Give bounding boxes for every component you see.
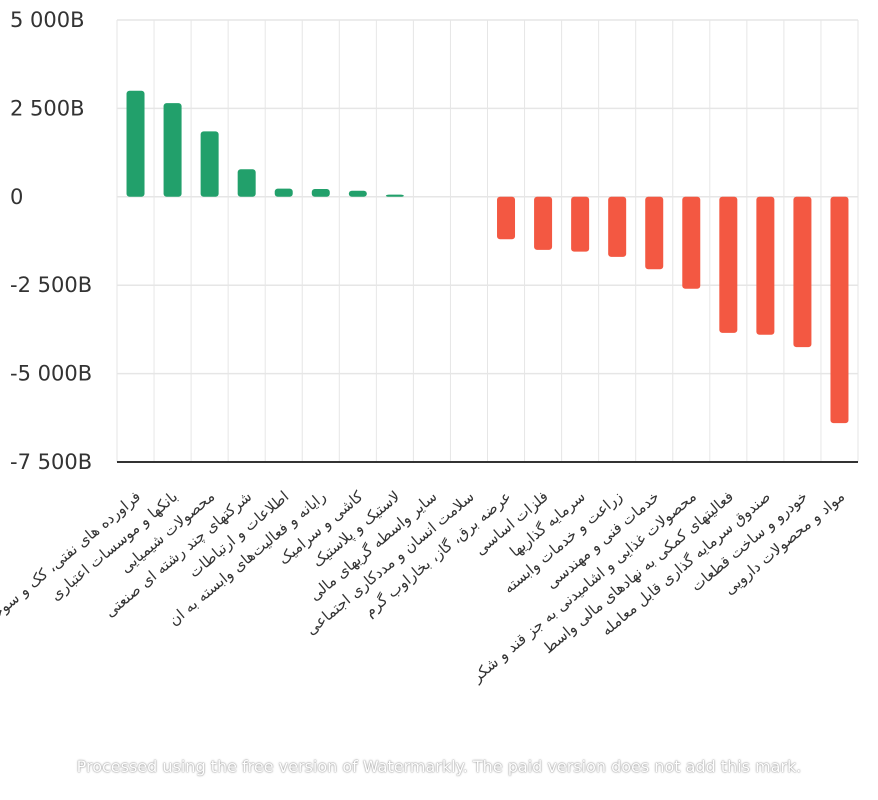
bar [348, 190, 367, 197]
bar [200, 131, 219, 197]
y-tick-label: 5 000B [10, 8, 85, 32]
y-tick-label: -5 000B [10, 362, 92, 386]
bar [682, 196, 701, 289]
watermark-notice: Processed using the free version of Wate… [76, 757, 802, 776]
bar [830, 196, 849, 424]
bar [385, 194, 404, 197]
y-tick-label: -7 500B [10, 450, 92, 474]
y-tick-label: -2 500B [10, 273, 92, 297]
bar [534, 196, 553, 250]
bar [756, 196, 775, 335]
bar [237, 169, 256, 197]
bar [126, 90, 145, 197]
grid [116, 19, 859, 462]
bars [126, 90, 849, 424]
bar [608, 196, 627, 257]
bar [311, 189, 330, 197]
bar [719, 196, 738, 333]
bar [274, 188, 293, 197]
bar [571, 196, 590, 252]
bar [163, 103, 182, 197]
y-tick-label: 0 [10, 185, 23, 209]
bar [645, 196, 664, 270]
bar [793, 196, 812, 348]
y-tick-label: 2 500B [10, 96, 85, 120]
bar [497, 196, 516, 240]
